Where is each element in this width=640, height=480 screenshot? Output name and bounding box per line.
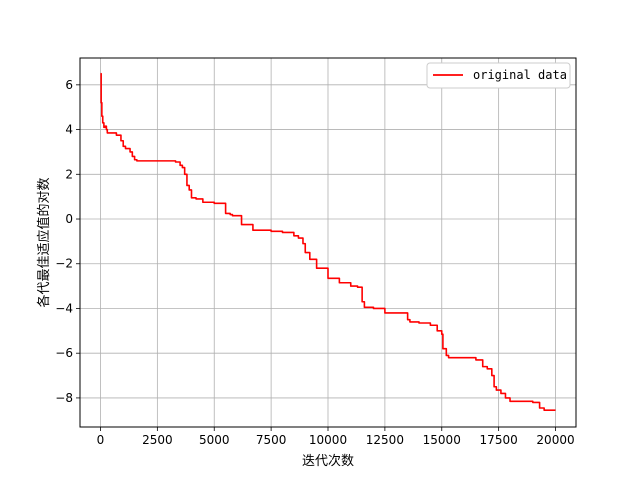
- y-axis-label: 各代最佳适应值的对数: [36, 177, 52, 307]
- legend-label: original data: [473, 68, 567, 82]
- y-tick-label: −2: [55, 257, 73, 271]
- legend-box: [426, 62, 571, 89]
- x-tick-label: 10000: [309, 433, 347, 447]
- x-tick-label: 12500: [366, 433, 404, 447]
- y-tick-label: 4: [65, 123, 73, 137]
- y-tick-label: 0: [65, 212, 73, 226]
- x-tick-label: 7500: [256, 433, 287, 447]
- legend: original data: [426, 62, 571, 89]
- y-tick-label: −4: [55, 301, 73, 315]
- x-axis: 0 2500 5000 7500 10000 12500 15000 17500 20000: [97, 427, 575, 447]
- x-tick-label: 15000: [423, 433, 461, 447]
- x-tick-label: 5000: [199, 433, 230, 447]
- x-axis-label: 迭代次数: [302, 453, 354, 469]
- y-tick-label: −8: [55, 391, 73, 405]
- x-tick-label: 2500: [142, 433, 173, 447]
- x-tick-label: 17500: [480, 433, 518, 447]
- x-tick-label: 0: [97, 433, 105, 447]
- y-tick-label: −6: [55, 346, 73, 360]
- y-axis: 6 4 2 0 −2 −4 −6 −8: [55, 78, 80, 405]
- series-group: [100, 72, 556, 412]
- y-tick-label: 6: [65, 78, 73, 92]
- y-tick-label: 2: [65, 167, 73, 181]
- series-line: [100, 72, 556, 412]
- x-tick-label: 20000: [536, 433, 574, 447]
